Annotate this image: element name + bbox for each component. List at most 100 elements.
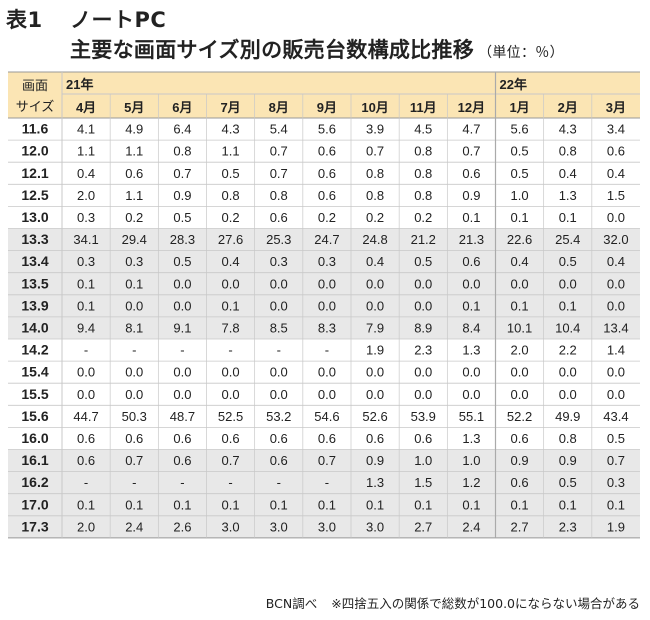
cell-value: 0.3 xyxy=(77,254,95,269)
cell-value: 8.4 xyxy=(462,320,480,335)
cell-value: 0.8 xyxy=(270,188,288,203)
cell-value: - xyxy=(277,343,281,358)
cell-value: 0.1 xyxy=(511,497,529,512)
cell-value: - xyxy=(228,475,232,490)
cell-value: 0.0 xyxy=(270,387,288,402)
cell-value: 0.8 xyxy=(414,144,432,159)
cell-value: 43.4 xyxy=(603,409,628,424)
size-label: 16.2 xyxy=(21,474,48,490)
size-label: 14.0 xyxy=(21,319,48,335)
cell-value: 0.1 xyxy=(607,497,625,512)
cell-value: 0.6 xyxy=(511,431,529,446)
size-label: 11.6 xyxy=(22,121,49,137)
cell-value: 8.3 xyxy=(318,320,336,335)
cell-value: 0.3 xyxy=(318,254,336,269)
cell-value: 0.1 xyxy=(222,298,240,313)
cell-value: 0.7 xyxy=(270,166,288,181)
cell-value: 0.5 xyxy=(559,475,577,490)
size-label: 17.0 xyxy=(21,496,48,512)
cell-value: 0.1 xyxy=(462,210,480,225)
month-label: 1月 xyxy=(509,100,529,115)
cell-value: 0.0 xyxy=(318,298,336,313)
cell-value: 4.3 xyxy=(559,122,577,137)
cell-value: 0.1 xyxy=(366,497,384,512)
table-subtitle: 主要な画面サイズ別の販売台数構成比推移 （単位：％） xyxy=(70,34,564,64)
cell-value: 0.6 xyxy=(607,144,625,159)
cell-value: 2.3 xyxy=(414,343,432,358)
cell-value: 0.5 xyxy=(173,210,191,225)
corner-header-line1: 画面 xyxy=(22,78,48,93)
cell-value: 0.0 xyxy=(607,276,625,291)
footer: BCN調べ ※四捨五入の関係で総数が100.0にならない場合がある xyxy=(252,593,640,612)
cell-value: 0.4 xyxy=(559,166,577,181)
cell-value: 5.4 xyxy=(270,122,288,137)
cell-value: 1.3 xyxy=(462,343,480,358)
cell-value: 0.0 xyxy=(414,276,432,291)
cell-value: 0.4 xyxy=(607,254,625,269)
cell-value: 0.5 xyxy=(414,254,432,269)
size-label: 12.1 xyxy=(21,165,48,181)
cell-value: 3.0 xyxy=(222,519,240,534)
cell-value: 0.1 xyxy=(77,497,95,512)
cell-value: 2.4 xyxy=(462,519,480,534)
cell-value: 0.0 xyxy=(559,365,577,380)
cell-value: 0.1 xyxy=(559,497,577,512)
cell-value: 2.4 xyxy=(125,519,143,534)
cell-value: 0.7 xyxy=(125,453,143,468)
cell-value: 0.0 xyxy=(414,365,432,380)
month-label: 9月 xyxy=(317,100,337,115)
cell-value: 52.6 xyxy=(362,409,387,424)
cell-value: 0.1 xyxy=(318,497,336,512)
cell-value: 4.3 xyxy=(222,122,240,137)
cell-value: 0.0 xyxy=(125,365,143,380)
cell-value: 0.1 xyxy=(414,497,432,512)
cell-value: 0.8 xyxy=(366,188,384,203)
cell-value: 0.3 xyxy=(270,254,288,269)
month-label: 4月 xyxy=(76,100,96,115)
cell-value: 0.2 xyxy=(222,210,240,225)
year-label: 21年 xyxy=(66,77,93,92)
size-label: 17.3 xyxy=(21,518,48,534)
cell-value: 0.0 xyxy=(559,387,577,402)
cell-value: 52.2 xyxy=(507,409,532,424)
cell-value: 0.1 xyxy=(462,497,480,512)
cell-value: 0.1 xyxy=(462,298,480,313)
cell-value: 32.0 xyxy=(603,232,628,247)
cell-value: 0.2 xyxy=(366,210,384,225)
cell-value: 0.0 xyxy=(222,387,240,402)
cell-value: - xyxy=(180,475,184,490)
cell-value: 1.5 xyxy=(414,475,432,490)
cell-value: 4.5 xyxy=(414,122,432,137)
cell-value: 54.6 xyxy=(314,409,339,424)
cell-value: 0.7 xyxy=(270,144,288,159)
cell-value: 0.0 xyxy=(270,298,288,313)
size-label: 13.5 xyxy=(21,275,48,291)
cell-value: 22.6 xyxy=(507,232,532,247)
cell-value: 44.7 xyxy=(73,409,98,424)
cell-value: 1.1 xyxy=(77,144,95,159)
cell-value: 0.1 xyxy=(125,497,143,512)
group-band xyxy=(8,228,640,339)
cell-value: 0.0 xyxy=(366,365,384,380)
cell-value: 0.4 xyxy=(366,254,384,269)
table-title: 表1 ノートPC xyxy=(6,4,166,34)
cell-value: 1.1 xyxy=(125,188,143,203)
cell-value: 34.1 xyxy=(73,232,98,247)
cell-value: 1.3 xyxy=(462,431,480,446)
size-label: 16.0 xyxy=(21,430,48,446)
cell-value: 1.4 xyxy=(607,343,625,358)
cell-value: 0.9 xyxy=(366,453,384,468)
cell-value: 0.6 xyxy=(222,431,240,446)
cell-value: 0.8 xyxy=(173,144,191,159)
cell-value: 0.9 xyxy=(559,453,577,468)
cell-value: 21.3 xyxy=(459,232,484,247)
cell-value: 7.8 xyxy=(222,320,240,335)
cell-value: - xyxy=(228,343,232,358)
data-table: 画面サイズ 21年 22年 4月 5月 6月 7月 8月 9月 10月 11月 12月 1月 2月 3月 11… xyxy=(8,71,640,539)
cell-value: 0.1 xyxy=(222,497,240,512)
unit-label: （単位：％） xyxy=(478,45,564,61)
cell-value: 0.6 xyxy=(318,188,336,203)
cell-value: 0.0 xyxy=(414,298,432,313)
cell-value: 1.9 xyxy=(366,343,384,358)
